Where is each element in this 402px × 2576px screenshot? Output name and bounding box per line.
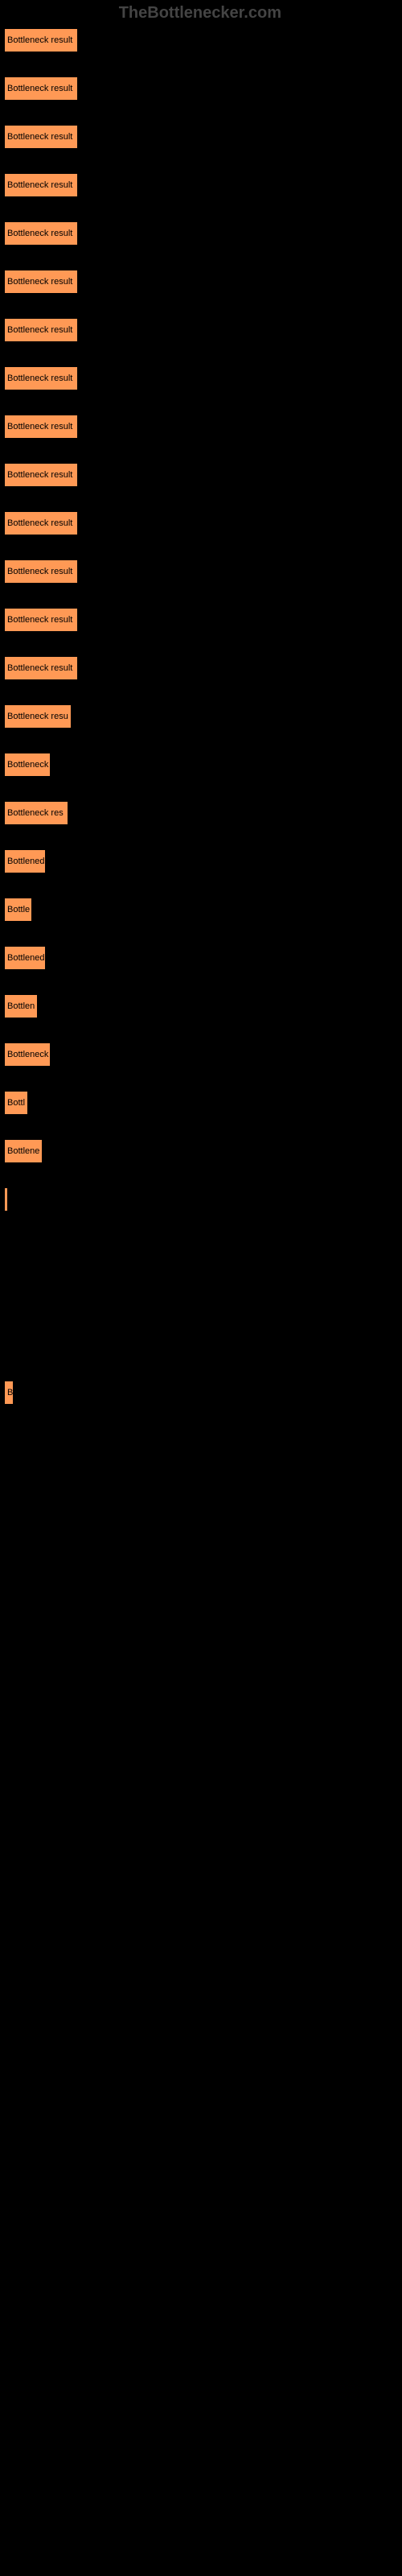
bar-wrapper: Bottleneck result <box>4 366 402 390</box>
bar-wrapper <box>4 1912 402 1936</box>
result-bar: Bottleneck result <box>4 415 78 439</box>
bar-wrapper: Bottleneck result <box>4 318 402 342</box>
bar-wrapper: Bottleneck result <box>4 221 402 246</box>
bar-wrapper: Bottleneck result <box>4 415 402 439</box>
result-bar: Bottleneck res <box>4 801 68 825</box>
result-bar: B <box>4 1381 14 1405</box>
bar-wrapper <box>4 1960 402 1984</box>
bar-wrapper <box>4 1622 402 1646</box>
result-bar: Bottleneck result <box>4 270 78 294</box>
bar-wrapper <box>4 2008 402 2033</box>
bar-wrapper <box>4 2298 402 2322</box>
bar-wrapper: Bottleneck res <box>4 801 402 825</box>
bar-wrapper <box>4 1284 402 1308</box>
bar-wrapper <box>4 2491 402 2516</box>
bar-wrapper <box>4 1719 402 1743</box>
result-bar: Bottlened <box>4 849 46 873</box>
bar-wrapper: Bottle <box>4 898 402 922</box>
result-bar: Bottlen <box>4 994 38 1018</box>
bar-wrapper: Bottleneck result <box>4 656 402 680</box>
bar-wrapper <box>4 1525 402 1550</box>
bar-wrapper: Bottlened <box>4 946 402 970</box>
result-bar: Bottleneck result <box>4 221 78 246</box>
result-bar: Bottleneck result <box>4 318 78 342</box>
bar-wrapper <box>4 1767 402 1791</box>
bar-wrapper <box>4 1477 402 1501</box>
bar-wrapper <box>4 1187 402 1212</box>
watermark-text: TheBottlenecker.com <box>119 4 281 23</box>
bar-wrapper <box>4 1574 402 1598</box>
bar-wrapper: Bottleneck result <box>4 76 402 101</box>
result-bar: Bottleneck result <box>4 511 78 535</box>
result-bar: Bottleneck result <box>4 656 78 680</box>
result-bar <box>4 1187 8 1212</box>
bar-wrapper <box>4 2105 402 2129</box>
result-bar: Bottleneck resu <box>4 704 72 729</box>
result-bar: Bottlene <box>4 1139 43 1163</box>
bar-wrapper: Bottleneck <box>4 1042 402 1067</box>
bar-wrapper <box>4 2250 402 2274</box>
result-bar: Bottl <box>4 1091 28 1115</box>
bar-wrapper <box>4 1670 402 1695</box>
bar-wrapper: B <box>4 1381 402 1405</box>
result-bar: Bottleneck result <box>4 76 78 101</box>
result-bar: Bottleneck result <box>4 173 78 197</box>
bar-wrapper <box>4 2395 402 2419</box>
result-bar: Bottleneck result <box>4 608 78 632</box>
bar-wrapper: Bottlene <box>4 1139 402 1163</box>
bar-wrapper: Bottlen <box>4 994 402 1018</box>
bar-wrapper: Bottleneck resu <box>4 704 402 729</box>
bar-wrapper <box>4 2443 402 2467</box>
bars-container: Bottleneck result Bottleneck result Bottle… <box>0 0 402 2516</box>
bar-wrapper: Bottl <box>4 1091 402 1115</box>
bar-wrapper: Bottleneck result <box>4 125 402 149</box>
bar-wrapper <box>4 1864 402 1888</box>
bar-wrapper: Bottleneck result <box>4 270 402 294</box>
bar-wrapper <box>4 1429 402 1453</box>
result-bar: Bottleneck result <box>4 559 78 584</box>
bar-wrapper <box>4 1815 402 1839</box>
bar-wrapper <box>4 2057 402 2081</box>
result-bar: Bottle <box>4 898 32 922</box>
bar-wrapper: Bottleneck result <box>4 511 402 535</box>
result-bar: Bottleneck <box>4 1042 51 1067</box>
bar-wrapper: Bottlened <box>4 849 402 873</box>
result-bar: Bottleneck result <box>4 28 78 52</box>
result-bar: Bottlened <box>4 946 46 970</box>
bar-wrapper <box>4 1332 402 1356</box>
result-bar: Bottleneck <box>4 753 51 777</box>
result-bar: Bottleneck result <box>4 366 78 390</box>
result-bar: Bottleneck result <box>4 125 78 149</box>
bar-wrapper: Bottleneck result <box>4 28 402 52</box>
bar-wrapper <box>4 2153 402 2178</box>
bar-wrapper: Bottleneck result <box>4 608 402 632</box>
bar-wrapper: Bottleneck result <box>4 463 402 487</box>
bar-wrapper: Bottleneck result <box>4 559 402 584</box>
bar-wrapper: Bottleneck result <box>4 173 402 197</box>
bar-wrapper <box>4 2347 402 2371</box>
bar-wrapper <box>4 2202 402 2226</box>
bar-wrapper <box>4 1236 402 1260</box>
bar-wrapper: Bottleneck <box>4 753 402 777</box>
result-bar: Bottleneck result <box>4 463 78 487</box>
